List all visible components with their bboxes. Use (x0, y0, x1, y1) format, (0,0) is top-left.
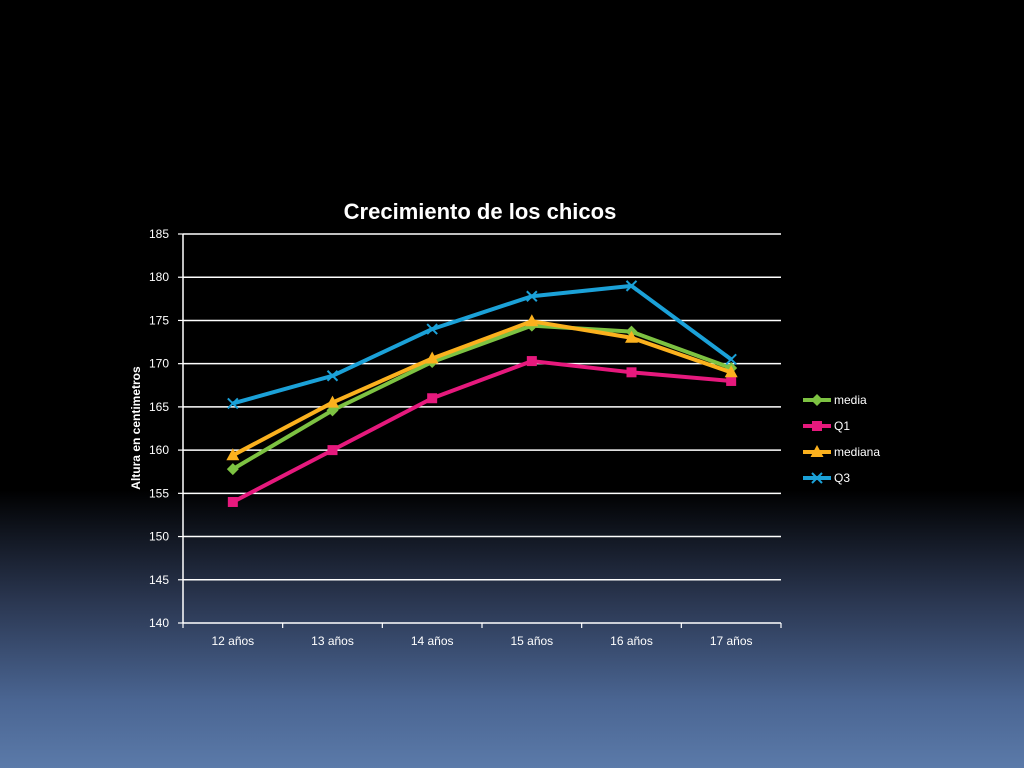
series-line-q3 (232, 283, 733, 406)
marker-stroke (725, 353, 737, 366)
data-point-mediana (625, 330, 638, 343)
x-tick-label: 15 años (510, 634, 553, 648)
legend-item-q1: Q1 (803, 419, 850, 433)
data-point-q1 (626, 367, 637, 378)
data-point-q3 (625, 280, 638, 292)
y-tick-label: 165 (149, 400, 169, 414)
gridlines (183, 233, 781, 624)
y-tick-label: 145 (149, 573, 169, 587)
legend-label: mediana (834, 445, 880, 459)
legend-item-mediana: mediana (803, 445, 880, 459)
data-point-q1 (427, 393, 438, 404)
marker-stroke (326, 370, 339, 382)
data-point-q3 (326, 370, 339, 382)
data-point-media (226, 463, 239, 476)
data-point-mediana (425, 351, 439, 364)
data-point-q1 (327, 445, 338, 456)
series-media (226, 319, 738, 476)
legend-marker (811, 394, 823, 406)
legend-marker (812, 421, 822, 431)
marker-stroke (811, 472, 823, 484)
data-point-q3 (426, 323, 438, 335)
data-point-mediana (724, 365, 738, 378)
x-tick-label: 16 años (610, 634, 653, 648)
legend-label: Q3 (834, 471, 850, 485)
data-point-q1 (726, 375, 737, 386)
series-line-mediana (231, 319, 732, 458)
legend-label: media (834, 393, 867, 407)
legend-item-q3: Q3 (803, 471, 850, 485)
x-tick-label: 13 años (311, 634, 354, 648)
data-point-q3 (227, 397, 239, 410)
data-point-mediana (326, 395, 339, 408)
marker-stroke (625, 280, 638, 292)
y-tick-labels: 140 145 150 155 160 165 170 175 180 185 (149, 227, 169, 630)
series-mediana (226, 314, 738, 461)
data-series (226, 280, 738, 507)
y-tick-label: 180 (149, 270, 169, 284)
series-line-media (231, 323, 732, 471)
x-tick-label: 12 años (211, 634, 254, 648)
y-tick-label: 140 (149, 616, 169, 630)
legend-label: Q1 (834, 419, 850, 433)
series-line-q1 (231, 359, 732, 504)
data-point-mediana (226, 448, 240, 461)
marker-stroke (227, 397, 239, 410)
marker-stroke (526, 290, 538, 302)
legend: media Q1 mediana Q3 (803, 393, 880, 485)
y-tick-label: 185 (149, 227, 169, 241)
legend-item-media: media (803, 393, 867, 407)
y-tick-label: 155 (149, 486, 169, 500)
data-point-q3 (725, 353, 737, 366)
data-point-q1 (227, 496, 238, 507)
y-tick-label: 160 (149, 443, 169, 457)
y-tick-label: 170 (149, 357, 169, 371)
chart-title: Crecimiento de los chicos (344, 199, 617, 224)
y-tick-label: 175 (149, 313, 169, 327)
data-point-mediana (525, 314, 539, 327)
x-tick-labels: 12 años 13 años 14 años 15 años 16 años 17 añ… (211, 634, 752, 648)
series-q1 (227, 356, 737, 507)
x-tick-label: 14 años (411, 634, 454, 648)
legend-marker (811, 472, 823, 484)
axes (178, 233, 782, 628)
legend-marker (810, 445, 824, 457)
series-q3 (227, 280, 737, 410)
y-tick-label: 150 (149, 530, 169, 544)
marker-stroke (426, 323, 438, 335)
data-point-q1 (526, 356, 537, 367)
y-axis-title: Altura en centimetros (129, 366, 143, 490)
x-tick-label: 17 años (710, 634, 753, 648)
data-point-q3 (526, 290, 538, 302)
